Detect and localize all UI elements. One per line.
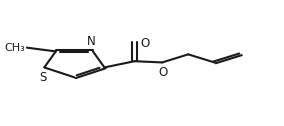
Text: O: O	[141, 37, 150, 50]
Text: S: S	[39, 71, 47, 84]
Text: O: O	[158, 66, 168, 79]
Text: CH₃: CH₃	[4, 43, 25, 53]
Text: N: N	[87, 35, 96, 48]
